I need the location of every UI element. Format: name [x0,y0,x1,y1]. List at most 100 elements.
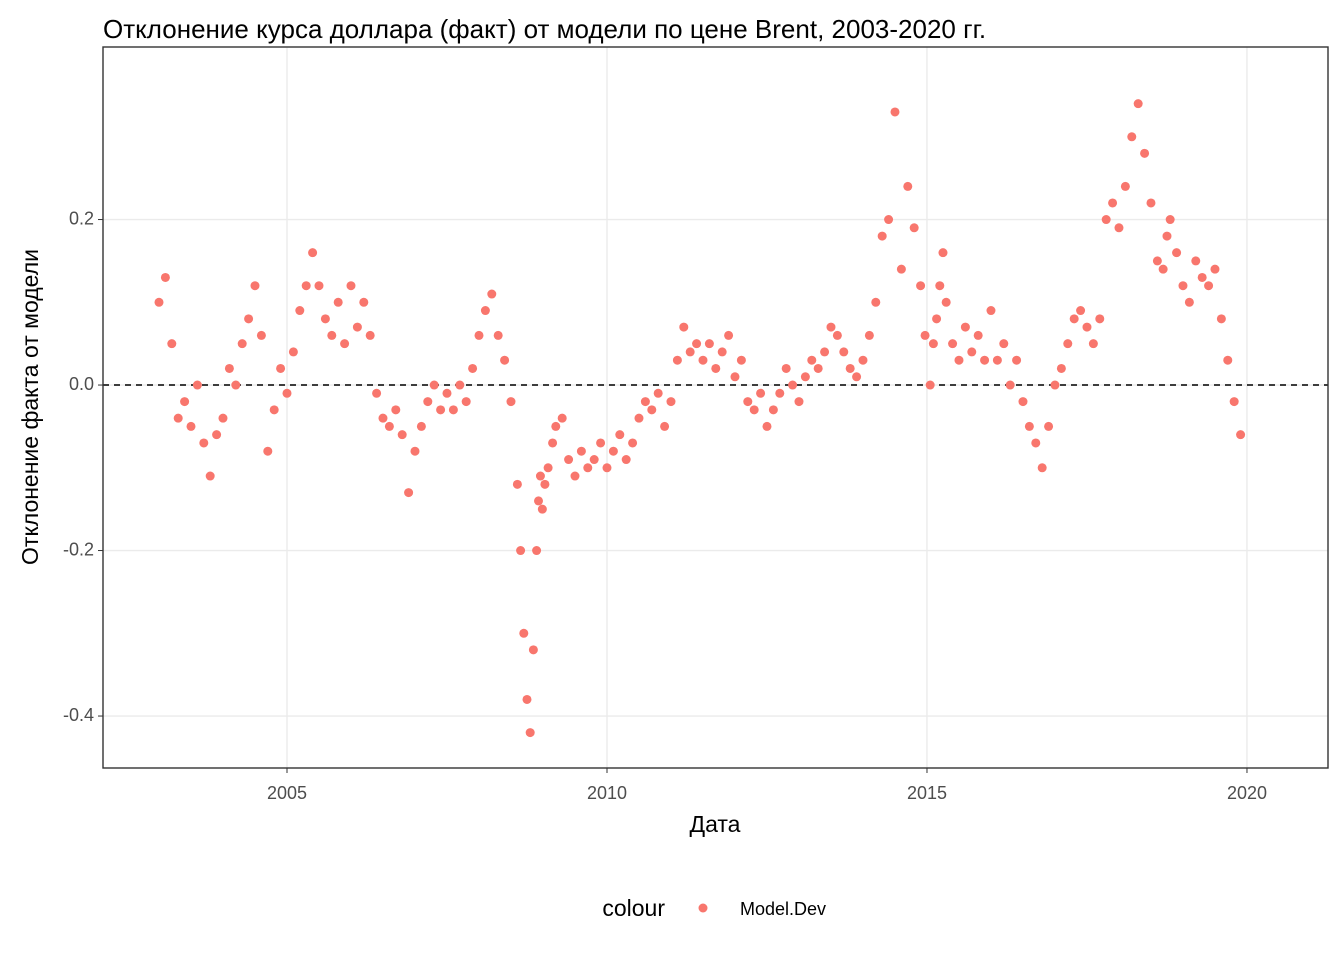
point [160,272,170,282]
point [308,248,318,258]
point [1191,256,1201,266]
point [832,330,842,340]
point [852,372,862,382]
point [762,421,772,431]
point [167,339,177,349]
point [320,314,330,324]
point [1229,397,1239,407]
point [404,488,414,498]
point [1162,231,1172,241]
point [608,446,618,456]
point [845,363,855,373]
point [1152,256,1162,266]
point [909,223,919,233]
x-tick-label: 2010 [587,783,627,803]
point [1236,430,1246,440]
point [461,397,471,407]
point [813,363,823,373]
point [1216,314,1226,324]
point [749,405,759,415]
point [1012,355,1022,365]
point [992,355,1002,365]
x-axis-label: Дата [690,811,741,837]
point [1018,397,1028,407]
point [967,347,977,357]
point [920,330,930,340]
point [1101,215,1111,225]
point [269,405,279,415]
point [570,471,580,481]
point [327,330,337,340]
point [653,388,663,398]
point [986,306,996,316]
legend-label: Model.Dev [740,899,826,919]
point [480,306,490,316]
point [858,355,868,365]
point [896,264,906,274]
point [532,546,542,556]
point [557,413,567,423]
point [340,339,350,349]
point [925,380,935,390]
point [192,380,202,390]
point [199,438,209,448]
point [154,297,164,307]
point [314,281,324,291]
point [276,363,286,373]
point [231,380,241,390]
point [1050,380,1060,390]
point [1146,198,1156,208]
point [500,355,510,365]
point [928,339,938,349]
point [730,372,740,382]
point [980,355,990,365]
point [679,322,689,332]
point [596,438,606,448]
point [672,355,682,365]
legend-title: colour [602,895,665,921]
point [372,388,382,398]
point [736,355,746,365]
point [788,380,798,390]
point [378,413,388,423]
point [1005,380,1015,390]
point [826,322,836,332]
point [455,380,465,390]
point [1184,297,1194,307]
point [180,397,190,407]
point [935,281,945,291]
x-tick-label: 2005 [267,783,307,803]
point [543,463,553,473]
point [903,181,913,191]
point [250,281,260,291]
point [781,363,791,373]
point [890,107,900,117]
point [537,504,547,514]
point [589,455,599,465]
point [1076,306,1086,316]
point [932,314,942,324]
point [525,728,535,738]
point [884,215,894,225]
point [768,405,778,415]
point [756,388,766,398]
point [948,339,958,349]
point [1210,264,1220,274]
point [628,438,638,448]
point [698,355,708,365]
point [519,628,529,638]
legend-marker [698,903,708,913]
point [1223,355,1233,365]
point [864,330,874,340]
point [333,297,343,307]
point [205,471,215,481]
point [660,421,670,431]
point [1178,281,1188,291]
point [301,281,311,291]
point [540,479,550,489]
point [416,421,426,431]
point [602,463,612,473]
point [352,322,362,332]
point [692,339,702,349]
point [448,405,458,415]
